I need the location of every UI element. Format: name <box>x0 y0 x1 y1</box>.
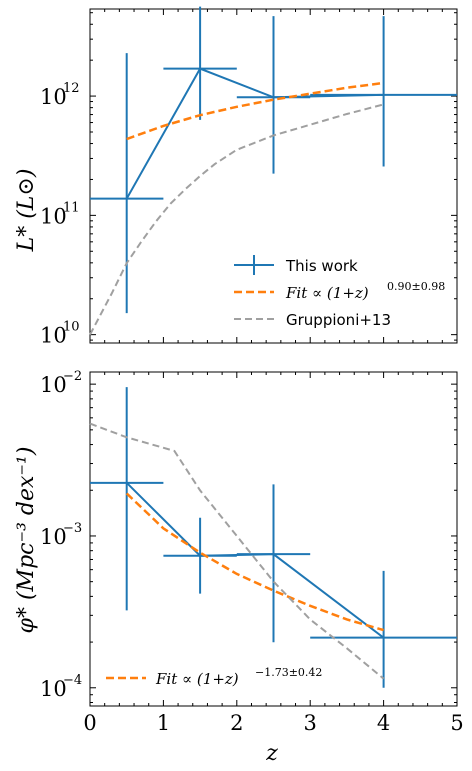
legend-bottom: Fit ∝ (1+z) −1.73±0.42 <box>106 666 322 688</box>
legend-label-this-work: This work <box>285 257 358 275</box>
x-tick-label: 2 <box>230 711 243 735</box>
x-tick-label: 5 <box>450 711 463 735</box>
series-line-fit <box>126 81 384 141</box>
y-axis-label-bottom: φ* (Mpc⁻³ dex⁻¹) <box>14 447 39 634</box>
y-tick-exponent: 11 <box>63 200 80 215</box>
series-line-gruppioni <box>89 422 385 680</box>
x-axis-label: z <box>265 741 278 766</box>
y-tick-exponent: −2 <box>63 369 82 384</box>
x-tick-label: 1 <box>157 711 170 735</box>
y-tick-label: 10 <box>40 677 67 701</box>
legend-label-gruppioni: Gruppioni+13 <box>286 311 391 329</box>
legend-label-fit-phi-exp: −1.73±0.42 <box>255 666 322 679</box>
legend-top: This work Fit ∝ (1+z) 0.90±0.98 Gruppion… <box>234 255 445 329</box>
x-tick-label: 4 <box>377 711 390 735</box>
y-tick-label: 10 <box>40 373 67 397</box>
legend-label-fit: Fit ∝ (1+z) <box>285 284 369 302</box>
y-tick-label: 10 <box>40 85 67 109</box>
x-tick-label: 0 <box>83 711 96 735</box>
legend-label-fit-exp: 0.90±0.98 <box>387 280 445 293</box>
y-tick-label: 10 <box>40 324 67 348</box>
series-line-fit <box>125 492 384 632</box>
y-tick-label: 10 <box>40 525 67 549</box>
legend-label-fit-phi: Fit ∝ (1+z) <box>155 670 239 688</box>
plot-frame <box>89 8 458 344</box>
y-tick-label: 10 <box>40 204 67 228</box>
y-axis-label-top: L* (L⊙) <box>14 169 39 253</box>
plot-frame <box>89 371 458 707</box>
bottom-panel: 0 1 2 3 4 510−410−310−2 <box>40 369 464 735</box>
y-tick-exponent: 12 <box>63 81 80 96</box>
series-line-gruppioni <box>89 103 384 336</box>
x-tick-label: 3 <box>304 711 317 735</box>
y-tick-exponent: 10 <box>63 320 80 335</box>
y-tick-exponent: −4 <box>63 673 82 688</box>
y-tick-exponent: −3 <box>63 521 82 536</box>
series-line-this-work <box>125 67 384 200</box>
